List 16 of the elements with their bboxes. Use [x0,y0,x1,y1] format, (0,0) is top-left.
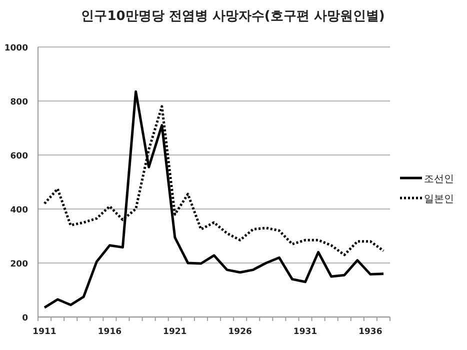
x-tick-label: 1911 [32,327,56,337]
y-tick-label: 800 [10,98,28,108]
x-tick-label: 1926 [228,327,252,337]
x-tick-label: 1931 [293,327,318,337]
line-series [43,90,385,309]
y-tick-label: 600 [10,152,28,162]
x-tick-label: 1921 [163,327,187,337]
chart-title: 인구10만명당 전염병 사망자수(호구편 사망원인별) [81,9,385,24]
y-tick-label: 0 [22,314,28,324]
x-tick-label: 1936 [358,327,382,337]
y-tick-label: 200 [10,260,28,270]
y-tick-label: 1000 [4,44,28,54]
legend-label: 일본인 [424,194,454,205]
legend-label: 조선인 [424,174,454,185]
y-tick-label: 400 [10,206,28,216]
x-tick-label: 1916 [98,327,122,337]
